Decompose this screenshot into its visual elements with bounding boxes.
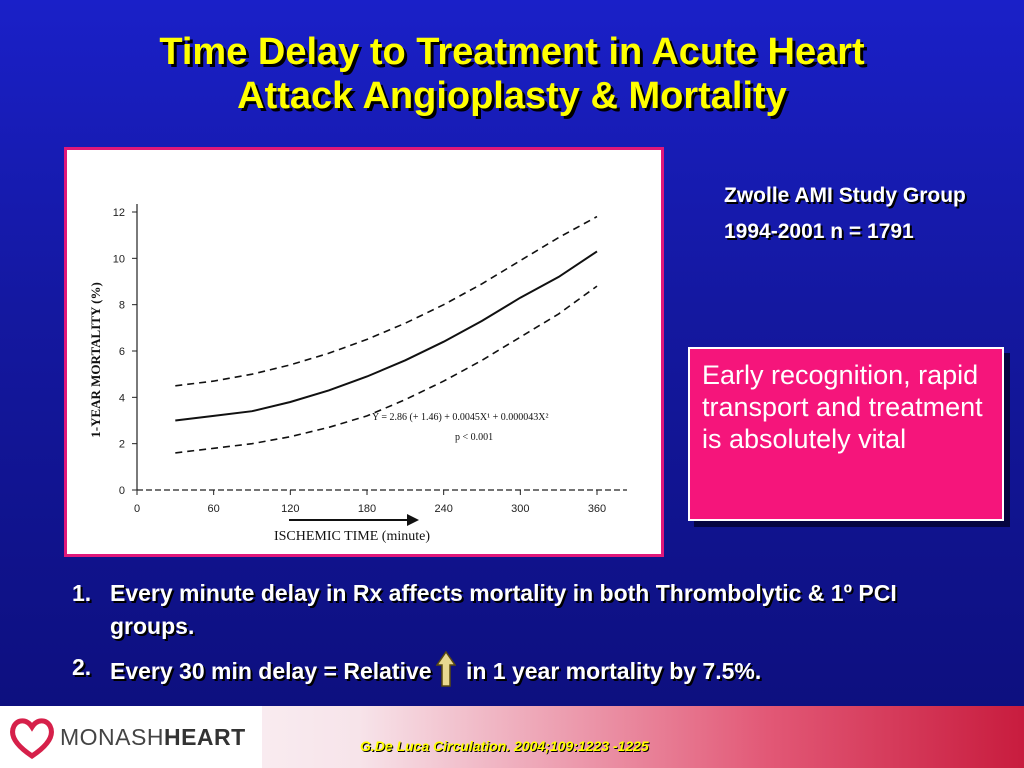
key-points: 1. Every minute delay in Rx affects mort… xyxy=(72,577,952,696)
series-line-dashed-upper xyxy=(175,215,598,387)
point-text-pre: Every 30 min delay = Relative xyxy=(110,658,432,684)
series-line-dashed-lower xyxy=(175,285,598,454)
study-period: 1994-2001 n = 1791 xyxy=(724,220,914,243)
regression-equation: Y = 2.86 (+ 1.46) + 0.0045X¹ + 0.000043X… xyxy=(372,412,549,423)
slide-title-line-1: Time Delay to Treatment in Acute Heart xyxy=(159,31,865,73)
point-text-post: in 1 year mortality by 7.5%. xyxy=(459,658,762,684)
x-tick-label: 180 xyxy=(358,503,376,515)
point-2: 2. Every 30 min delay = Relative in 1 ye… xyxy=(72,651,952,688)
y-tick-label: 8 xyxy=(119,300,125,312)
y-tick-label: 6 xyxy=(119,346,125,358)
slide-title: Time Delay to Treatment in Acute Heart A… xyxy=(0,30,1024,118)
citation: G.De Luca Circulation. 2004;109:1223 -12… xyxy=(360,738,649,754)
study-group: Zwolle AMI Study Group xyxy=(724,184,966,207)
x-tick-label: 60 xyxy=(208,503,220,515)
y-tick-label: 0 xyxy=(119,485,125,497)
x-tick-label: 0 xyxy=(134,503,140,515)
y-tick-label: 4 xyxy=(119,392,125,404)
p-value: p < 0.001 xyxy=(455,432,493,443)
logo-text: MONASHHEART xyxy=(60,724,246,751)
logo-part-1: MONASH xyxy=(60,724,164,750)
callout-box: Early recognition, rapid transport and t… xyxy=(688,347,1004,521)
y-tick-label: 12 xyxy=(113,207,125,219)
y-axis-label: 1-YEAR MORTALITY (%) xyxy=(88,282,103,438)
point-1: 1. Every minute delay in Rx affects mort… xyxy=(72,577,952,643)
x-tick-label: 300 xyxy=(511,503,529,515)
y-tick-label: 10 xyxy=(113,253,125,265)
x-tick-label: 360 xyxy=(588,503,606,515)
x-tick-label: 240 xyxy=(434,503,452,515)
chart-frame: 0 2 4 6 8 10 12 0 60 120 180 240 300 360 1-YEAR MORTA… xyxy=(64,147,664,557)
slide-title-line-2: Attack Angioplasty & Mortality xyxy=(237,75,787,117)
x-axis-arrow xyxy=(289,514,419,526)
x-tick-label: 120 xyxy=(281,503,299,515)
series-line-solid xyxy=(175,250,598,422)
logo-part-2: HEART xyxy=(163,724,246,750)
point-text: Every minute delay in Rx affects mortali… xyxy=(110,580,897,639)
y-tick-label: 2 xyxy=(119,439,125,451)
monash-heart-logo: MONASHHEART xyxy=(0,706,262,768)
point-number: 2. xyxy=(72,654,92,680)
x-axis-label: ISCHEMIC TIME (minute) xyxy=(274,529,430,544)
point-number: 1. xyxy=(72,580,92,606)
study-info: Zwolle AMI Study Group 1994-2001 n = 179… xyxy=(724,183,994,255)
heart-logo-icon xyxy=(10,718,54,760)
up-arrow-icon xyxy=(435,651,456,687)
